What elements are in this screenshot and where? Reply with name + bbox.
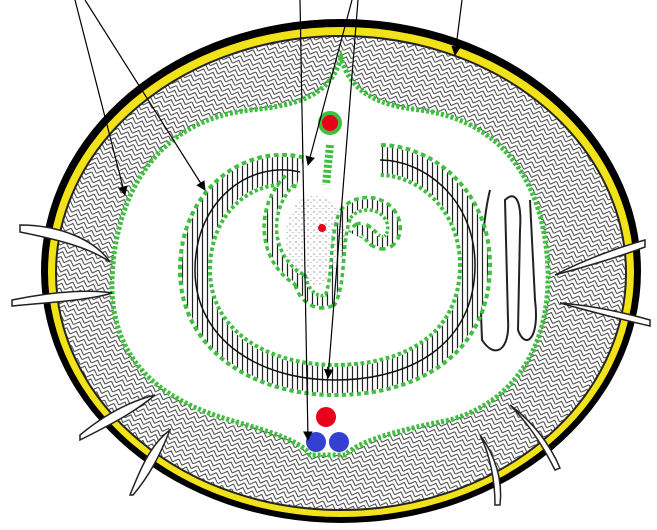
ventral-vessel [316, 407, 336, 427]
lumen-vessel [318, 224, 326, 232]
nerve-cord-right [329, 432, 349, 452]
dorsal-vessel [320, 113, 340, 133]
cross-section-diagram [0, 0, 657, 530]
nerve-cord-left [306, 432, 326, 452]
